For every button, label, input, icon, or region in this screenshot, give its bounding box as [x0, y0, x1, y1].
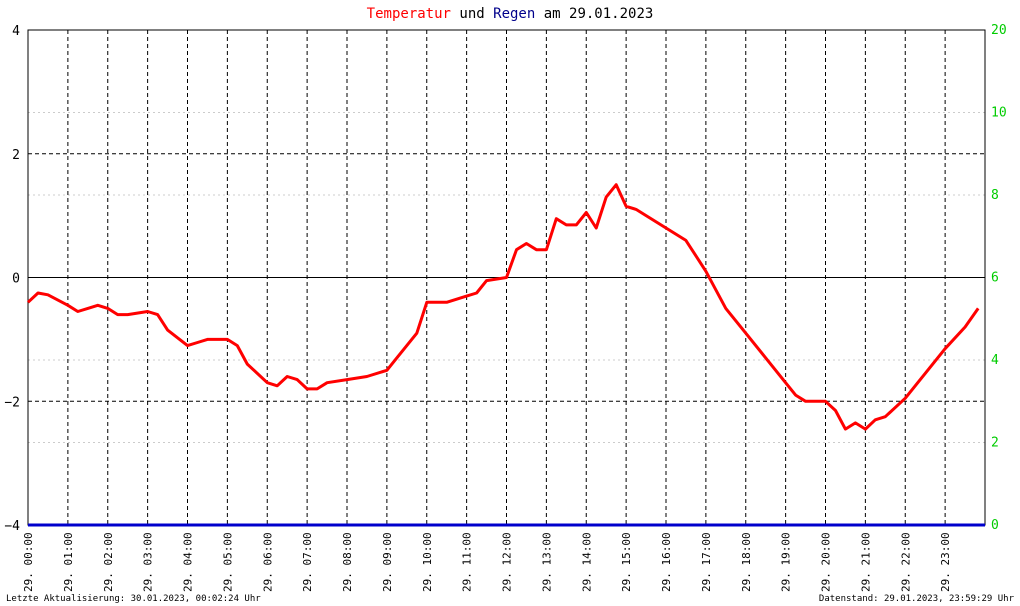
y2-tick-label: 0 [991, 518, 999, 533]
x-tick-label: 29. 00:00 [22, 532, 35, 592]
y2-tick-label: 20 [991, 23, 1007, 38]
x-tick-label: 29. 13:00 [540, 532, 553, 592]
y2-tick-label: 2 [991, 436, 999, 451]
chart-title: Temperatur und Regen am 29.01.2023 [367, 6, 654, 22]
y2-tick-label: 6 [991, 271, 999, 286]
x-tick-label: 29. 01:00 [62, 532, 75, 592]
x-tick-label: 29. 14:00 [580, 532, 593, 592]
x-tick-label: 29. 10:00 [421, 532, 434, 592]
series-line [26, 183, 980, 431]
footer-left: Letzte Aktualisierung: 30.01.2023, 00:02… [6, 594, 261, 604]
y-tick-label: 0 [12, 272, 20, 287]
footer-right: Datenstand: 29.01.2023, 23:59:29 Uhr [819, 594, 1015, 604]
title-series-2: Regen [493, 6, 535, 22]
x-tick-label: 29. 19:00 [780, 532, 793, 592]
x-tick-label: 29. 06:00 [261, 532, 274, 592]
x-tick-label: 29. 08:00 [341, 532, 354, 592]
y-tick-label: 2 [12, 148, 20, 163]
x-tick-label: 29. 07:00 [301, 532, 314, 592]
title-joiner: und [459, 6, 484, 22]
x-tick-label: 29. 23:00 [939, 532, 952, 592]
x-tick-label: 29. 12:00 [501, 532, 514, 592]
x-tick-label: 29. 05:00 [221, 532, 234, 592]
x-tick-label: 29. 18:00 [740, 532, 753, 592]
x-tick-label: 29. 20:00 [820, 532, 833, 592]
x-tick-label: 29. 02:00 [102, 532, 115, 592]
x-tick-label: 29. 16:00 [660, 532, 673, 592]
x-tick-label: 29. 03:00 [142, 532, 155, 592]
x-tick-label: 29. 17:00 [700, 532, 713, 592]
y2-tick-label: 8 [991, 188, 999, 203]
y-tick-label: 4 [12, 24, 20, 39]
x-tick-label: 29. 09:00 [381, 532, 394, 592]
x-tick-label: 29. 22:00 [899, 532, 912, 592]
x-tick-label: 29. 21:00 [859, 532, 872, 592]
title-date: am 29.01.2023 [544, 6, 654, 22]
x-tick-label: 29. 04:00 [182, 532, 195, 592]
x-tick-label: 29. 11:00 [461, 532, 474, 592]
title-series-1: Temperatur [367, 6, 451, 22]
y2-tick-label: 10 [991, 106, 1007, 121]
y2-tick-label: 4 [991, 353, 999, 368]
x-tick-label: 29. 15:00 [620, 532, 633, 592]
y-tick-label: −4 [4, 519, 20, 534]
y-tick-label: −2 [4, 395, 20, 410]
